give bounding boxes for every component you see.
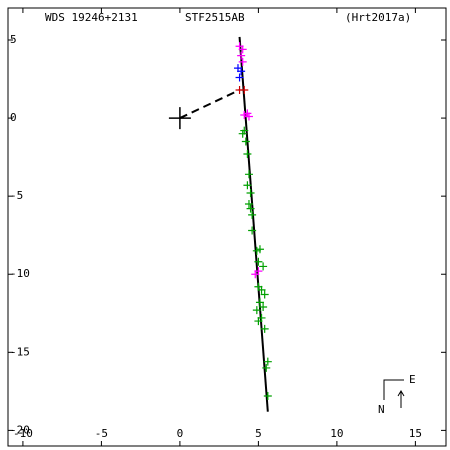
pair-name: STF2515AB — [185, 11, 245, 24]
observation — [243, 109, 252, 118]
y-tick-label: -10 — [10, 267, 30, 280]
compass — [383, 379, 405, 408]
compass-corner — [383, 379, 404, 400]
observation — [255, 298, 264, 307]
observation — [244, 199, 253, 208]
observation — [251, 270, 260, 279]
x-tick-label: 0 — [177, 427, 184, 440]
primary-star — [168, 107, 191, 130]
observation — [243, 181, 252, 190]
observation — [260, 324, 269, 333]
observation — [259, 303, 268, 312]
observation — [244, 170, 253, 179]
star-id: WDS 19246+2131 — [45, 11, 138, 24]
x-tick-label: 5 — [255, 427, 262, 440]
orbit-line — [238, 36, 269, 412]
observation — [257, 285, 266, 294]
y-tick-label: -5 — [10, 189, 23, 202]
observation — [241, 137, 250, 146]
observation — [238, 129, 247, 138]
plot-frame — [7, 7, 447, 447]
observation — [254, 257, 263, 266]
observation — [263, 392, 272, 401]
observation — [260, 290, 269, 299]
observation — [248, 226, 257, 235]
observation — [254, 317, 263, 326]
observation — [259, 262, 268, 271]
observation — [252, 306, 261, 315]
observation — [235, 73, 244, 82]
x-tick-label: 10 — [330, 427, 343, 440]
y-tick-label: 0 — [10, 111, 17, 124]
observation — [255, 245, 264, 254]
compass-arrowhead — [397, 390, 405, 397]
observation — [238, 57, 247, 66]
observation — [238, 45, 247, 54]
y-tick-label: -20 — [10, 423, 30, 436]
observation — [262, 363, 271, 372]
y-tick-label: 5 — [10, 33, 17, 46]
observation — [248, 210, 257, 219]
y-tick-label: -15 — [10, 345, 30, 358]
observation — [243, 150, 252, 158]
observation — [246, 204, 255, 213]
observation — [240, 85, 249, 94]
east-label: E — [409, 373, 416, 386]
north-label: N — [378, 403, 385, 416]
observation — [246, 189, 255, 198]
reference: (Hrt2017a) — [345, 11, 411, 24]
x-tick-label: 15 — [409, 427, 422, 440]
x-tick-label: -5 — [95, 427, 108, 440]
observation — [237, 67, 246, 76]
connector-line — [179, 89, 240, 119]
observation — [237, 51, 246, 60]
observation — [263, 357, 272, 366]
x-tick-label: -10 — [13, 427, 33, 440]
